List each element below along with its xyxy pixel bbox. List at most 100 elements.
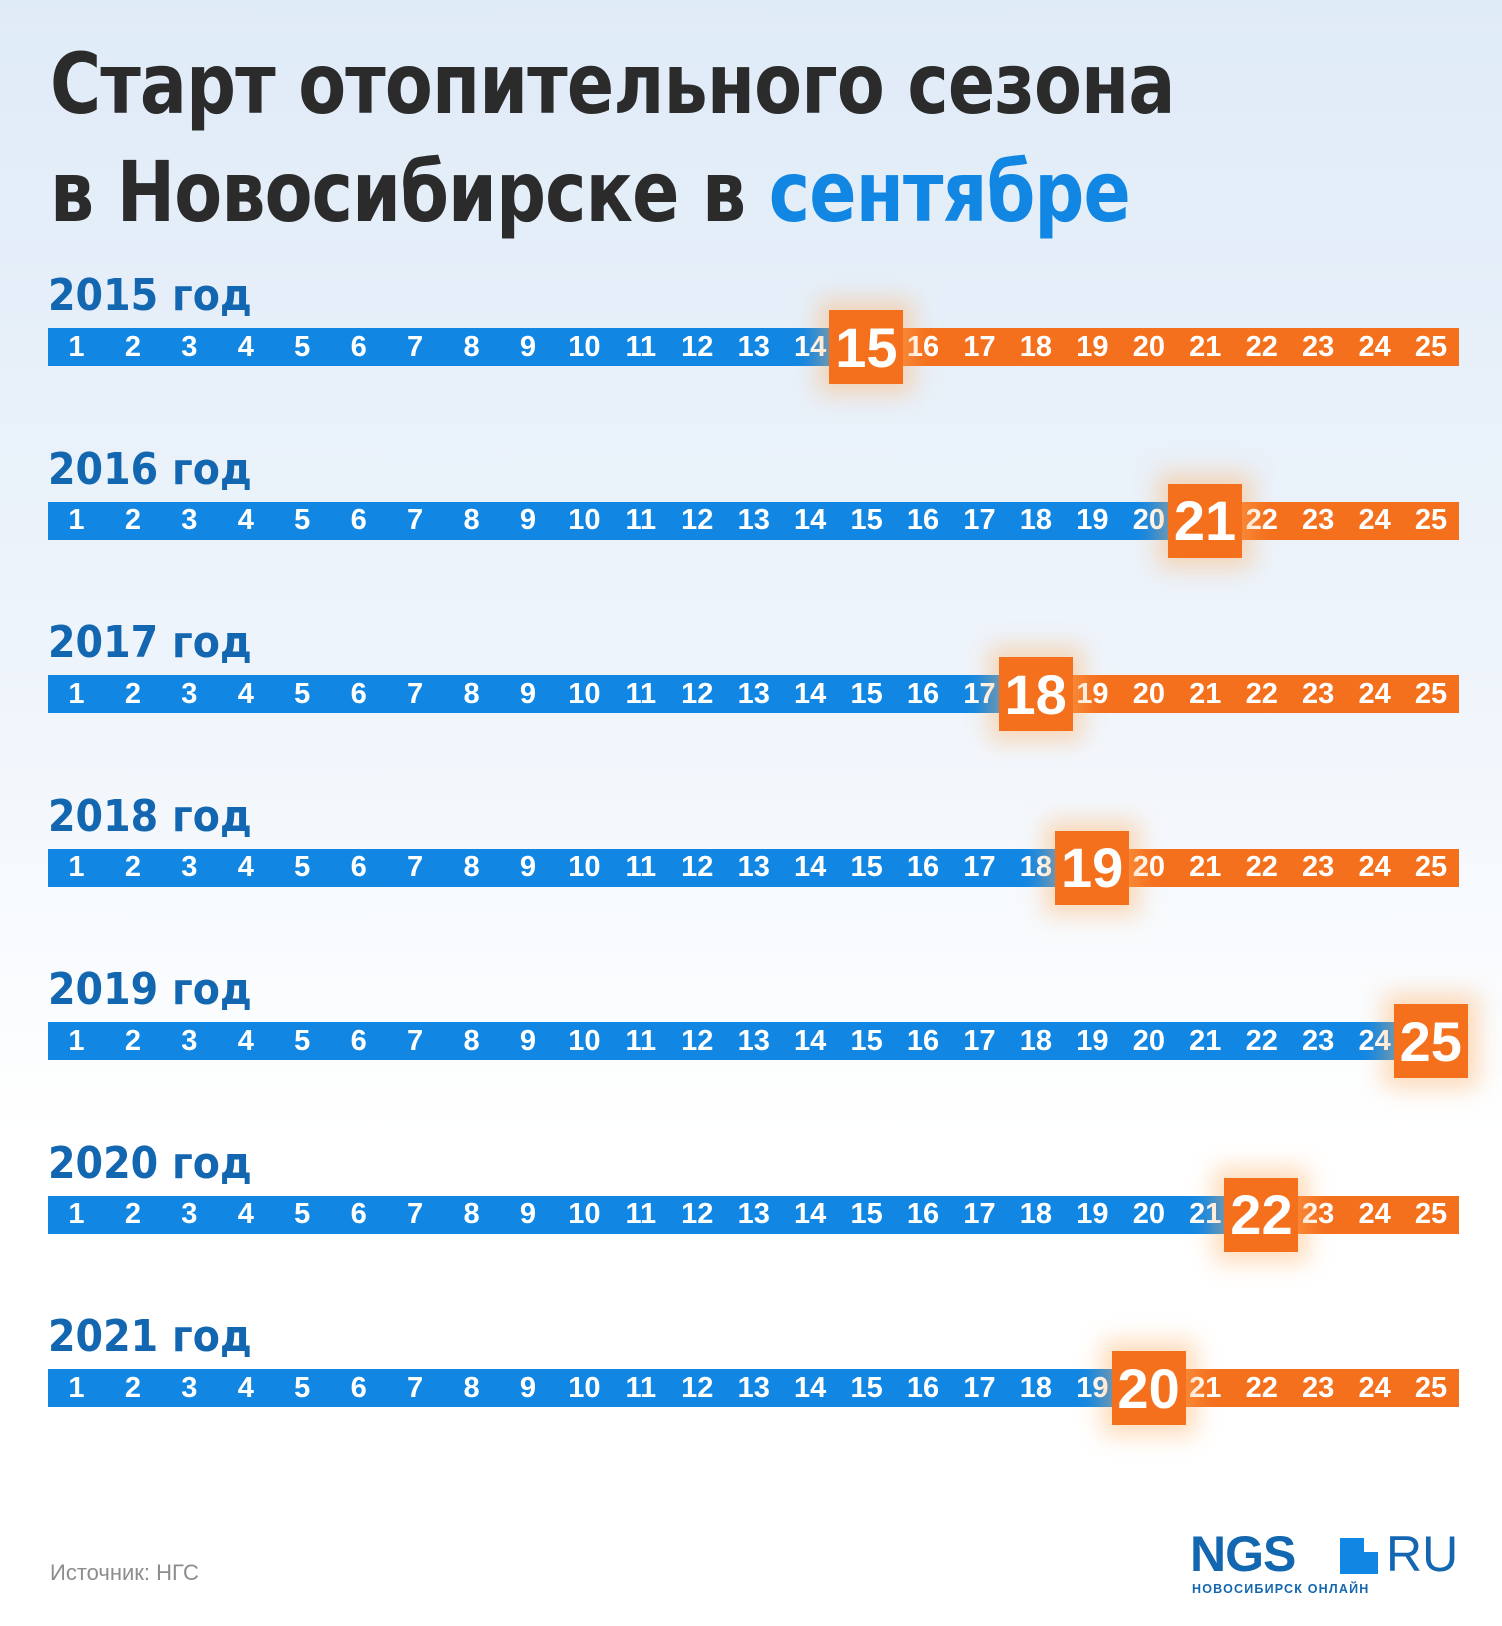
day-cell-before-start: 7 — [386, 501, 444, 540]
day-cell-before-start: 3 — [160, 1369, 218, 1407]
day-cell-before-start: 18 — [1007, 501, 1065, 540]
day-cell-before-start: 8 — [443, 1195, 501, 1234]
day-cell-before-start: 7 — [386, 848, 444, 887]
day-cell-before-start: 11 — [612, 1369, 670, 1407]
day-cell-before-start: 1 — [48, 675, 105, 713]
day-cell-before-start: 7 — [386, 1195, 444, 1234]
year-row: 2018 год 1 2 3 4 5 6 7 8 9 10 11 12 13 14 15 16 17 18 19 20 2… — [0, 791, 1502, 971]
day-cell-before-start: 4 — [217, 501, 275, 540]
day-cell-before-start: 18 — [1007, 1022, 1065, 1060]
day-cell-before-start: 10 — [555, 328, 613, 366]
day-cell-before-start: 11 — [612, 501, 670, 540]
day-cell-before-start: 16 — [894, 501, 952, 540]
day-cell-before-start: 4 — [217, 1195, 275, 1234]
day-cell-before-start: 18 — [1007, 1195, 1065, 1234]
day-cell-before-start: 2 — [104, 1195, 162, 1234]
day-cell-before-start: 19 — [1063, 1195, 1121, 1234]
day-cell-before-start: 19 — [1063, 1369, 1121, 1407]
day-cell-before-start: 7 — [386, 1369, 444, 1407]
ngs-logo[interactable]: NGS RU НОВОСИБИРСК ОНЛАЙН — [1190, 1528, 1460, 1598]
day-cell-before-start: 9 — [499, 328, 557, 366]
day-cell-after-start: 19 — [1063, 675, 1121, 713]
day-cell-before-start: 11 — [612, 1195, 670, 1234]
day-cell-before-start: 22 — [1233, 1022, 1291, 1060]
day-cell-before-start: 15 — [838, 1022, 896, 1060]
title-line-2-prefix: в Новосибирске в — [50, 143, 769, 241]
day-cell-before-start: 12 — [668, 1195, 726, 1234]
day-cell-after-start: 21 — [1176, 848, 1234, 887]
day-cell-before-start: 4 — [217, 675, 275, 713]
start-day-marker: 19 — [1055, 830, 1130, 905]
day-cell-before-start: 14 — [781, 1022, 839, 1060]
day-bar: 1 2 3 4 5 6 7 8 9 10 11 12 13 14 15 16 17 18 19 20 21 22 23 24 2… — [48, 830, 1460, 905]
day-cell-before-start: 9 — [499, 675, 557, 713]
day-cell-before-start: 5 — [273, 1022, 331, 1060]
day-cell-before-start: 17 — [951, 501, 1008, 540]
logo-brand: NGS — [1190, 1526, 1296, 1582]
day-bar: 1 2 3 4 5 6 7 8 9 10 11 12 13 14 15 16 17 18 19 20 21 22 23 24 2… — [48, 310, 1460, 384]
day-cell-before-start: 12 — [668, 848, 726, 887]
day-cell-before-start: 21 — [1176, 1022, 1234, 1060]
day-cell-before-start: 16 — [894, 1369, 952, 1407]
day-cell-after-start: 18 — [1007, 328, 1065, 366]
day-cell-after-start: 25 — [1402, 848, 1460, 887]
day-cell-after-start: 25 — [1402, 501, 1460, 540]
start-day-marker: 15 — [829, 310, 904, 384]
day-cell-before-start: 5 — [273, 501, 331, 540]
title-line-1: Старт отопительного сезона — [50, 35, 1175, 133]
logo-tagline: НОВОСИБИРСК ОНЛАЙН — [1192, 1582, 1370, 1596]
day-cell-before-start: 13 — [725, 1369, 783, 1407]
day-cell-before-start: 8 — [443, 501, 501, 540]
day-cell-before-start: 13 — [725, 848, 783, 887]
year-row: 2020 год 1 2 3 4 5 6 7 8 9 10 11 12 13 14 15 16 17 18 19 20 2… — [0, 1138, 1502, 1318]
start-day-marker: 25 — [1393, 1004, 1468, 1078]
day-cell-before-start: 15 — [838, 1369, 896, 1407]
day-cell-before-start: 8 — [443, 1369, 501, 1407]
day-cell-before-start: 24 — [1346, 1022, 1404, 1060]
day-bar: 1 2 3 4 5 6 7 8 9 10 11 12 13 14 15 16 17 18 19 20 21 22 23 24 2… — [48, 1177, 1460, 1252]
day-cell-after-start: 17 — [951, 328, 1008, 366]
day-cell-after-start: 23 — [1289, 501, 1347, 540]
day-cell-before-start: 16 — [894, 675, 952, 713]
day-cell-before-start: 1 — [48, 1195, 105, 1234]
day-cell-before-start: 3 — [160, 501, 218, 540]
day-cell-after-start: 24 — [1346, 848, 1404, 887]
day-cell-before-start: 10 — [555, 675, 613, 713]
day-cell-after-start: 25 — [1402, 675, 1460, 713]
day-cell-before-start: 17 — [951, 848, 1008, 887]
day-cell-after-start: 22 — [1233, 848, 1291, 887]
day-cell-before-start: 9 — [499, 1369, 557, 1407]
day-cell-before-start: 7 — [386, 1022, 444, 1060]
day-cell-before-start: 1 — [48, 328, 105, 366]
day-cell-before-start: 21 — [1176, 1195, 1234, 1234]
day-cell-before-start: 4 — [217, 1369, 275, 1407]
day-cell-before-start: 12 — [668, 328, 726, 366]
day-cell-before-start: 17 — [951, 675, 1008, 713]
day-cell-after-start: 24 — [1346, 1195, 1404, 1234]
day-cell-before-start: 16 — [894, 1022, 952, 1060]
day-cell-before-start: 10 — [555, 1022, 613, 1060]
year-label: 2016 год — [48, 443, 252, 495]
day-cell-after-start: 22 — [1233, 328, 1291, 366]
day-cell-before-start: 8 — [443, 328, 501, 366]
year-row: 2019 год 1 2 3 4 5 6 7 8 9 10 11 12 13 14 15 16 17 18 19 20 2… — [0, 964, 1502, 1144]
year-row: 2021 год 1 2 3 4 5 6 7 8 9 10 11 12 13 14 15 16 17 18 19 20 2… — [0, 1311, 1502, 1491]
year-label: 2021 год — [48, 1311, 252, 1362]
day-cell-after-start: 23 — [1289, 1369, 1347, 1407]
day-cell-before-start: 16 — [894, 1195, 952, 1234]
day-bar: 1 2 3 4 5 6 7 8 9 10 11 12 13 14 15 16 17 18 19 20 21 22 23 24 2… — [48, 1004, 1468, 1078]
day-cell-before-start: 17 — [951, 1195, 1008, 1234]
source-note: Источник: НГС — [50, 1560, 199, 1585]
day-cell-before-start: 4 — [217, 328, 275, 366]
day-cell-before-start: 13 — [725, 501, 783, 540]
day-cell-before-start: 2 — [104, 1369, 162, 1407]
day-cell-before-start: 7 — [386, 328, 444, 366]
day-cell-before-start: 14 — [781, 501, 839, 540]
day-cell-before-start: 14 — [781, 1369, 839, 1407]
day-cell-before-start: 12 — [668, 1369, 726, 1407]
year-label: 2017 год — [48, 617, 252, 668]
year-row: 2016 год 1 2 3 4 5 6 7 8 9 10 11 12 13 14 15 16 17 18 19 20 2… — [0, 444, 1502, 624]
day-cell-before-start: 13 — [725, 1022, 783, 1060]
day-cell-before-start: 6 — [330, 1369, 388, 1407]
day-cell-before-start: 4 — [217, 1022, 275, 1060]
